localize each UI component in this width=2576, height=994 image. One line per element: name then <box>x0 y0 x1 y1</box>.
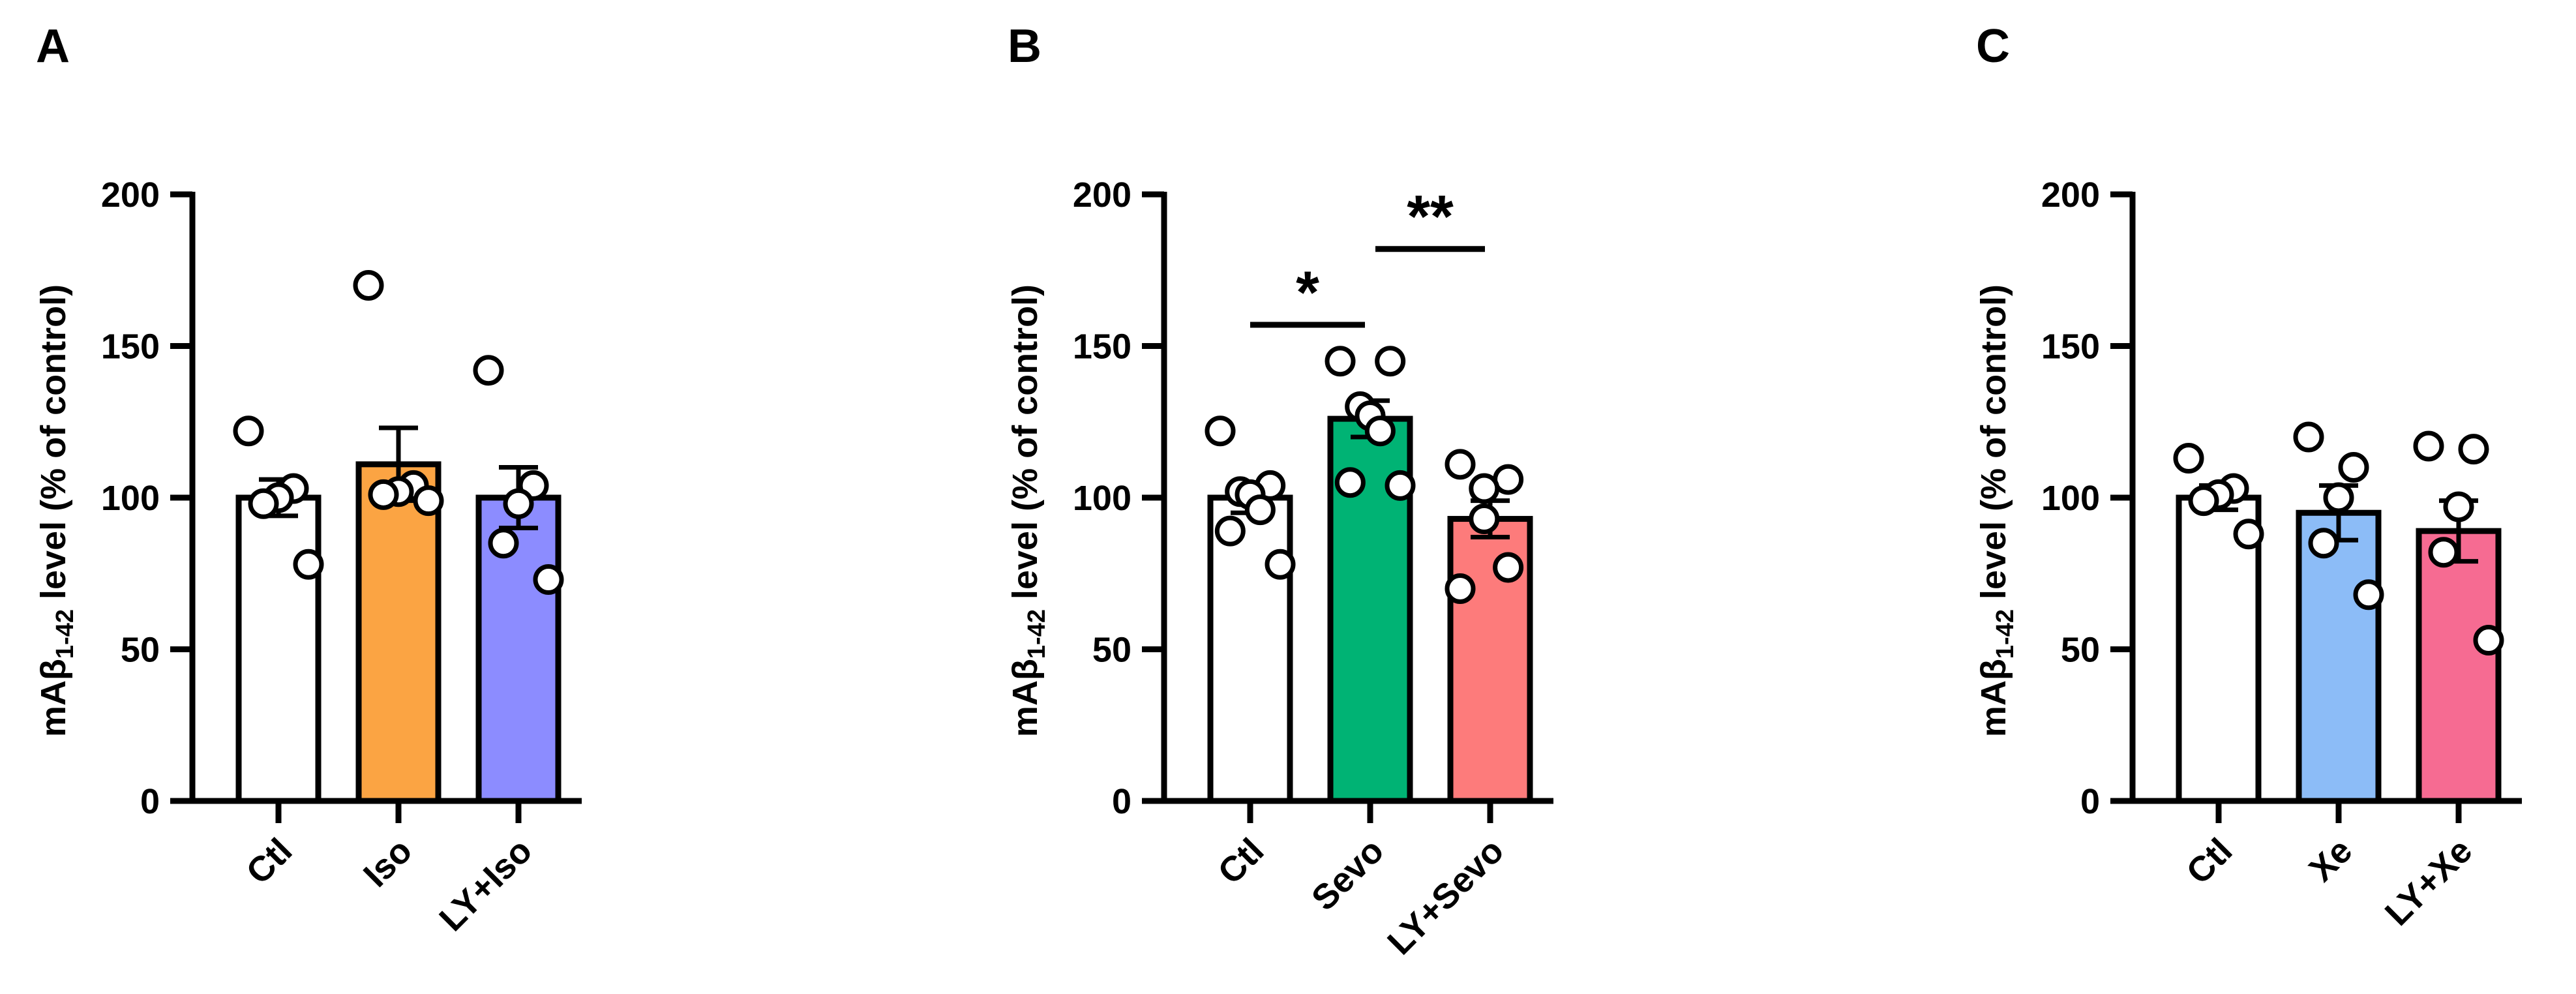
data-point <box>2473 625 2504 656</box>
data-point <box>233 415 264 447</box>
data-point <box>2188 485 2219 517</box>
bar-xe <box>2296 509 2382 804</box>
data-point <box>488 528 519 559</box>
data-point <box>2353 579 2384 610</box>
panel-label: B <box>1008 20 1041 72</box>
y-tick-label: 150 <box>2041 327 2100 367</box>
y-tick-label: 200 <box>101 175 160 215</box>
x-tick-label: LY+Xe <box>2378 831 2480 933</box>
y-tick-label: 150 <box>101 327 160 367</box>
y-axis-label: mAβ1-42 level (% of control) <box>1006 284 1051 737</box>
data-point <box>413 485 444 517</box>
data-point <box>533 564 564 595</box>
data-point <box>2293 421 2324 453</box>
x-tick-label: Ctl <box>2179 831 2239 892</box>
y-tick-label: 100 <box>101 479 160 518</box>
data-point <box>2458 434 2489 465</box>
data-point <box>1469 473 1500 504</box>
bar-ctl <box>235 494 322 804</box>
data-point <box>2233 519 2264 550</box>
y-tick-label: 50 <box>1092 631 1131 670</box>
y-axis-label-prefix: mAβ <box>1974 659 2013 737</box>
data-point <box>1385 470 1416 501</box>
data-point <box>1445 449 1476 480</box>
y-axis-label-subscript: 1-42 <box>52 609 79 659</box>
data-point <box>293 549 324 580</box>
y-tick-label: 50 <box>2061 631 2100 670</box>
data-point <box>353 270 384 301</box>
data-point <box>2413 430 2444 462</box>
data-point <box>1375 346 1406 377</box>
y-axis-label-subscript: 1-42 <box>1023 609 1051 659</box>
data-point <box>2308 528 2339 559</box>
y-axis-label-suffix: level (% of control) <box>1006 284 1045 609</box>
x-tick-label: LY+Iso <box>432 831 539 939</box>
y-tick-label: 200 <box>1073 175 1131 215</box>
y-axis-label-suffix: level (% of control) <box>34 284 73 609</box>
x-tick-label: Sevo <box>1304 831 1392 918</box>
data-point <box>1214 515 1246 547</box>
significance-label: * <box>1296 260 1319 326</box>
bar-ly-plus-xe <box>2416 528 2502 804</box>
y-tick-label: 0 <box>1112 782 1131 821</box>
data-point <box>1364 415 1396 447</box>
data-point <box>1493 552 1524 583</box>
y-tick-label: 0 <box>140 782 160 821</box>
x-tick-label: LY+Sevo <box>1380 831 1511 962</box>
y-tick-label: 0 <box>2080 782 2100 821</box>
data-point <box>1325 346 1356 377</box>
data-point <box>1244 494 1276 526</box>
y-axis-label: mAβ1-42 level (% of control) <box>1974 284 2019 737</box>
x-tick-label: Ctl <box>1210 831 1271 892</box>
y-axis-label-suffix: level (% of control) <box>1974 284 2013 609</box>
y-tick-label: 200 <box>2041 175 2100 215</box>
data-point <box>1334 467 1366 498</box>
data-point <box>1469 504 1500 535</box>
data-point <box>503 488 534 519</box>
y-axis-label-subscript: 1-42 <box>1992 609 2019 659</box>
data-point <box>2338 452 2369 483</box>
y-axis-label-prefix: mAβ <box>34 659 73 737</box>
y-tick-label: 100 <box>1073 479 1131 518</box>
data-point <box>2173 443 2204 474</box>
x-tick-label: Iso <box>356 831 420 895</box>
x-tick-label: Ctl <box>239 831 299 892</box>
y-axis-label: mAβ1-42 level (% of control) <box>34 284 79 737</box>
y-tick-label: 100 <box>2041 479 2100 518</box>
x-tick-label: Xe <box>2301 831 2359 889</box>
data-point <box>1445 573 1476 604</box>
y-axis-label-prefix: mAβ <box>1006 659 1045 737</box>
data-point <box>2323 482 2354 513</box>
data-point <box>2443 491 2474 522</box>
y-tick-label: 50 <box>121 631 160 670</box>
panel-label: A <box>36 20 70 72</box>
data-point <box>2428 537 2459 568</box>
data-point <box>473 355 504 386</box>
panel-label: C <box>1976 20 2010 72</box>
data-point <box>248 488 279 519</box>
data-point <box>1265 549 1296 580</box>
data-point <box>368 479 399 510</box>
y-tick-label: 150 <box>1073 327 1131 367</box>
significance-label: ** <box>1407 184 1454 250</box>
data-point <box>1205 415 1236 447</box>
